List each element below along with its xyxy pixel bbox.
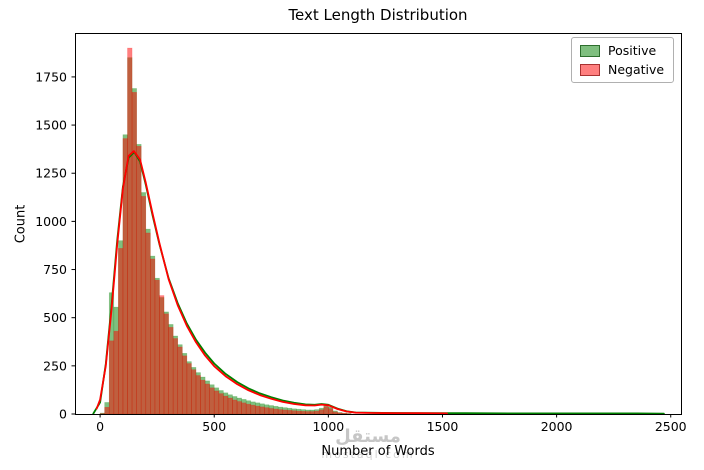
histogram-bar-negative bbox=[213, 390, 220, 415]
histogram-bar-negative bbox=[328, 408, 334, 415]
y-tick-label: 1500 bbox=[35, 118, 67, 133]
histogram-bar-negative bbox=[204, 383, 210, 415]
histogram-bar-negative bbox=[268, 408, 274, 415]
histogram-bar-negative bbox=[236, 401, 242, 415]
histogram-bar-negative bbox=[168, 327, 174, 415]
y-tick-label: 500 bbox=[43, 310, 67, 325]
histogram-bar-negative bbox=[296, 410, 302, 415]
legend-swatch-positive bbox=[580, 44, 600, 57]
y-tick-label: 1750 bbox=[35, 69, 67, 84]
histogram-bar-negative bbox=[309, 411, 315, 415]
histogram-bar-negative bbox=[332, 411, 338, 415]
histogram-bar-negative bbox=[305, 411, 311, 415]
histogram-bar-negative bbox=[245, 403, 252, 415]
histogram-bar-negative bbox=[314, 410, 320, 415]
legend: Positive Negative bbox=[571, 37, 675, 83]
legend-swatch-negative bbox=[580, 63, 600, 76]
x-tick-label: 2500 bbox=[655, 419, 687, 434]
y-tick-label: 0 bbox=[59, 407, 67, 422]
legend-label-negative: Negative bbox=[608, 62, 665, 77]
histogram-bar-negative bbox=[172, 338, 179, 415]
y-tick-label: 750 bbox=[43, 262, 67, 277]
histogram-bar-negative bbox=[186, 363, 192, 415]
histogram-bar-negative bbox=[218, 393, 224, 415]
histogram-bar-negative bbox=[227, 397, 233, 415]
x-tick-label: 1000 bbox=[312, 419, 344, 434]
histogram-bar-negative bbox=[159, 295, 165, 415]
y-tick-label: 250 bbox=[43, 358, 67, 373]
histogram-bar-negative bbox=[277, 409, 284, 415]
x-tick-label: 2000 bbox=[541, 419, 573, 434]
histogram-bar-negative bbox=[232, 399, 238, 415]
histogram-bar-negative bbox=[341, 412, 347, 415]
legend-item-positive: Positive bbox=[580, 43, 664, 58]
histogram-bar-negative bbox=[191, 369, 197, 415]
histogram-bar-negative bbox=[154, 279, 160, 415]
histogram-bar-negative bbox=[250, 404, 256, 415]
kde-line-negative bbox=[95, 150, 448, 415]
x-tick-label: 1500 bbox=[427, 419, 459, 434]
legend-item-negative: Negative bbox=[580, 62, 664, 77]
legend-label-positive: Positive bbox=[608, 43, 657, 58]
axes-frame bbox=[75, 33, 682, 415]
histogram-bar-negative bbox=[200, 379, 206, 415]
histogram-bar-negative bbox=[241, 402, 247, 415]
histogram-bar-negative bbox=[163, 313, 169, 415]
histogram-bar-negative bbox=[127, 47, 133, 415]
histogram-bar-negative bbox=[337, 412, 343, 415]
histogram-bar-negative bbox=[177, 346, 183, 415]
histogram-bar-negative bbox=[291, 410, 297, 415]
histogram-bar-negative bbox=[136, 145, 142, 415]
histogram-bar-negative bbox=[113, 330, 119, 415]
histogram-bar-negative bbox=[145, 232, 151, 415]
histogram-bar-negative bbox=[300, 411, 306, 415]
chart-title: Text Length Distribution bbox=[288, 6, 468, 24]
histogram-bar-negative bbox=[323, 406, 329, 415]
x-tick-label: 500 bbox=[202, 419, 226, 434]
histogram-bar-negative bbox=[318, 409, 325, 415]
histogram-bar-negative bbox=[255, 405, 261, 415]
y-tick-label: 1250 bbox=[35, 166, 67, 181]
x-axis-label: Number of Words bbox=[321, 444, 435, 459]
histogram-bar-negative bbox=[209, 387, 215, 415]
histogram-bar-negative bbox=[118, 248, 124, 415]
histogram-bar-negative bbox=[286, 410, 293, 415]
y-tick-label: 1000 bbox=[35, 214, 67, 229]
histogram-bar-negative bbox=[223, 395, 229, 415]
histogram-bar-negative bbox=[273, 408, 279, 415]
x-tick-label: 0 bbox=[96, 419, 104, 434]
histogram-bar-negative bbox=[140, 196, 147, 415]
histogram-bar-negative bbox=[195, 375, 201, 415]
histogram-bar-negative bbox=[181, 355, 188, 415]
histogram-bar-negative bbox=[104, 406, 110, 415]
histogram-bar-negative bbox=[131, 92, 137, 415]
histogram-bar-negative bbox=[264, 407, 270, 415]
histogram-bar-negative bbox=[150, 258, 156, 415]
histogram-bar-negative bbox=[259, 406, 265, 415]
histogram-bar-negative bbox=[282, 409, 288, 415]
histogram-bar-negative bbox=[108, 340, 115, 415]
